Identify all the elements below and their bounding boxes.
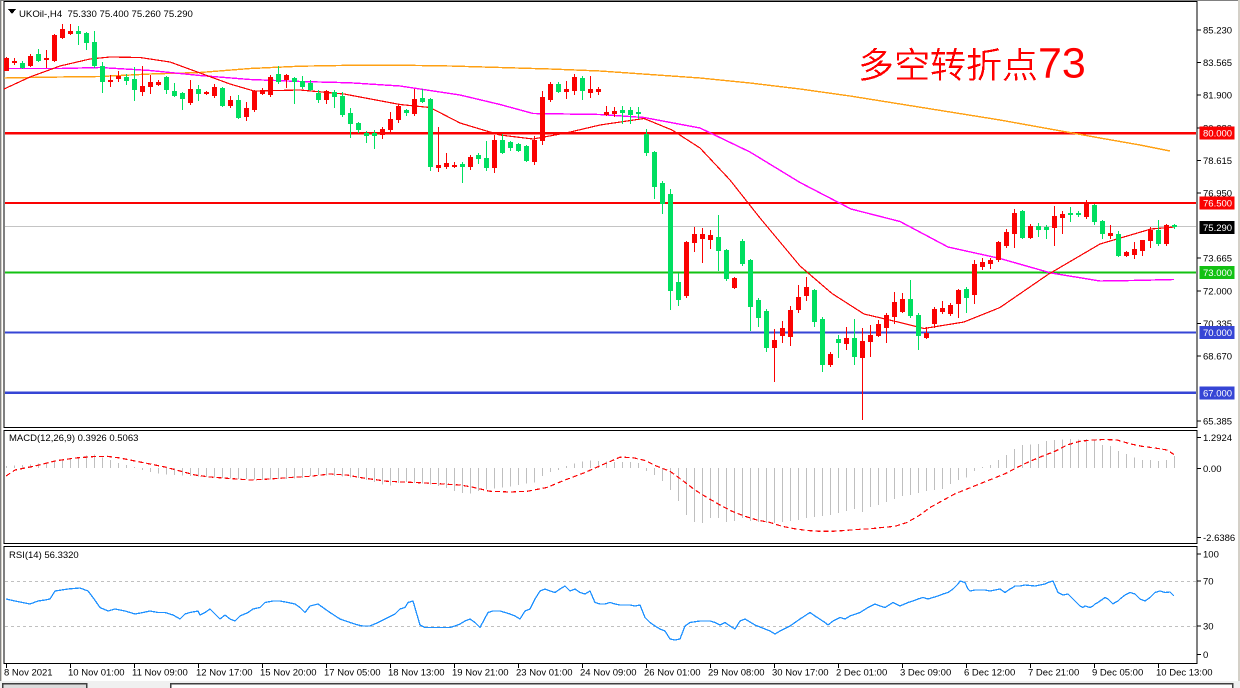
svg-text:80.000: 80.000 bbox=[1203, 129, 1232, 140]
svg-text:10 Nov 01:00: 10 Nov 01:00 bbox=[68, 668, 125, 679]
svg-text:2 Dec 01:00: 2 Dec 01:00 bbox=[836, 668, 887, 679]
svg-text:67.000: 67.000 bbox=[1203, 388, 1232, 399]
svg-text:78.615: 78.615 bbox=[1203, 156, 1232, 167]
svg-text:-2.6386: -2.6386 bbox=[1203, 533, 1235, 544]
svg-text:UKOil-,H4 75.330 75.400 75.26: UKOil-,H4 75.330 75.400 75.260 75.290 bbox=[19, 9, 193, 20]
svg-text:MACD(12,26,9) 0.3926 0.5063: MACD(12,26,9) 0.3926 0.5063 bbox=[9, 433, 138, 444]
svg-text:17 Nov 05:00: 17 Nov 05:00 bbox=[324, 668, 381, 679]
svg-text:1.2924: 1.2924 bbox=[1203, 433, 1232, 444]
svg-text:8 Nov 2021: 8 Nov 2021 bbox=[4, 668, 53, 679]
svg-text:81.900: 81.900 bbox=[1203, 91, 1232, 102]
svg-text:15 Nov 20:00: 15 Nov 20:00 bbox=[260, 668, 317, 679]
svg-text:76.950: 76.950 bbox=[1203, 189, 1232, 200]
svg-text:73: 73 bbox=[1038, 40, 1086, 88]
svg-text:10 Dec 13:00: 10 Dec 13:00 bbox=[1156, 668, 1213, 679]
svg-text:26 Nov 01:00: 26 Nov 01:00 bbox=[644, 668, 701, 679]
svg-text:12 Nov 17:00: 12 Nov 17:00 bbox=[196, 668, 253, 679]
svg-text:29 Nov 08:00: 29 Nov 08:00 bbox=[708, 668, 765, 679]
svg-text:100: 100 bbox=[1203, 550, 1219, 561]
svg-text:70.335: 70.335 bbox=[1203, 319, 1232, 330]
svg-text:68.670: 68.670 bbox=[1203, 352, 1232, 363]
svg-text:65.385: 65.385 bbox=[1203, 417, 1232, 428]
svg-text:6 Dec 12:00: 6 Dec 12:00 bbox=[964, 668, 1015, 679]
svg-text:70: 70 bbox=[1203, 577, 1214, 588]
svg-text:19 Nov 21:00: 19 Nov 21:00 bbox=[452, 668, 509, 679]
svg-text:11 Nov 09:00: 11 Nov 09:00 bbox=[132, 668, 188, 679]
svg-text:9 Dec 05:00: 9 Dec 05:00 bbox=[1092, 668, 1143, 679]
svg-text:73.000: 73.000 bbox=[1203, 268, 1232, 279]
svg-text:75.290: 75.290 bbox=[1203, 223, 1232, 234]
svg-text:70.000: 70.000 bbox=[1203, 328, 1232, 339]
svg-text:83.565: 83.565 bbox=[1203, 58, 1232, 69]
svg-text:76.500: 76.500 bbox=[1203, 199, 1232, 210]
svg-text:0.00: 0.00 bbox=[1203, 464, 1222, 475]
svg-text:7 Dec 21:00: 7 Dec 21:00 bbox=[1028, 668, 1079, 679]
svg-text:30: 30 bbox=[1203, 622, 1214, 633]
svg-text:23 Nov 01:00: 23 Nov 01:00 bbox=[516, 668, 573, 679]
svg-text:3 Dec 09:00: 3 Dec 09:00 bbox=[900, 668, 951, 679]
svg-text:72.000: 72.000 bbox=[1203, 286, 1232, 297]
svg-text:18 Nov 13:00: 18 Nov 13:00 bbox=[388, 668, 445, 679]
svg-text:30 Nov 17:00: 30 Nov 17:00 bbox=[772, 668, 829, 679]
svg-text:RSI(14) 56.3320: RSI(14) 56.3320 bbox=[9, 550, 79, 561]
svg-text:73.665: 73.665 bbox=[1203, 254, 1232, 265]
svg-text:24 Nov 09:00: 24 Nov 09:00 bbox=[580, 668, 637, 679]
svg-text:0: 0 bbox=[1203, 650, 1208, 661]
svg-text:85.230: 85.230 bbox=[1203, 26, 1232, 37]
